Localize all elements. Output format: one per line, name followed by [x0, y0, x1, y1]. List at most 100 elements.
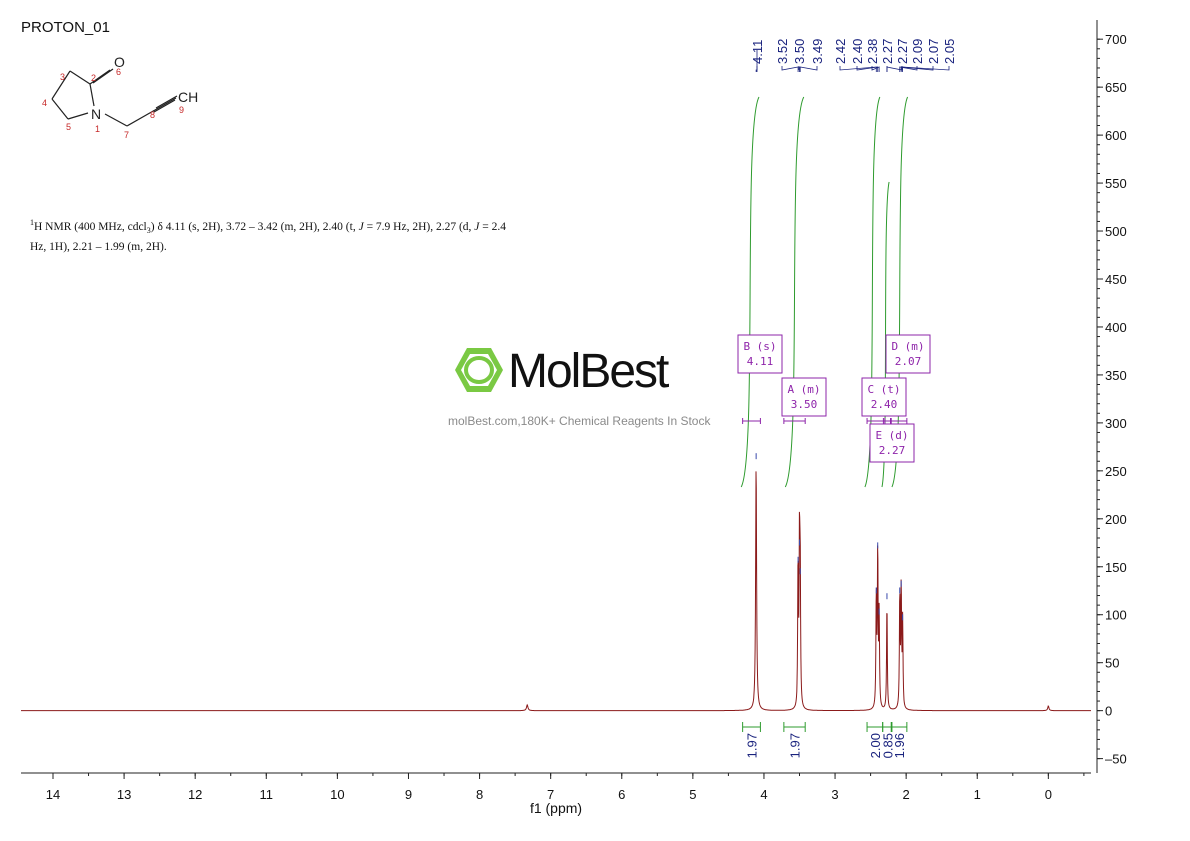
multiplet-box-3 — [885, 334, 931, 374]
peak-label-6: 2.38 — [865, 39, 880, 64]
multiplet-box-4 — [869, 423, 915, 463]
x-axis-title: f1 (ppm) — [530, 800, 582, 816]
watermark-brand: MolBest — [508, 345, 669, 398]
multiplet-box-0 — [737, 334, 783, 374]
x-tick-label: 5 — [689, 787, 696, 802]
integral-curve-0 — [740, 96, 760, 488]
nmr-subscript: 3 — [146, 226, 151, 236]
atom-number-9: 9 — [179, 105, 184, 115]
x-tick-label: 13 — [117, 787, 131, 802]
peak-connector — [856, 66, 879, 72]
spectrum-title: PROTON_01 — [21, 19, 110, 36]
multiplet-shift-4: 2.27 — [879, 444, 906, 457]
peak-label-11: 2.05 — [942, 39, 957, 64]
y-tick-label: 350 — [1105, 368, 1127, 383]
y-tick-label: 700 — [1105, 32, 1127, 47]
atom-number-1: 1 — [95, 124, 100, 134]
peak-label-3: 3.49 — [810, 39, 825, 64]
integration-value-4: 1.96 — [892, 733, 907, 758]
molbest-logo-icon — [455, 348, 503, 392]
y-tick-label: 100 — [1105, 608, 1127, 623]
peak-label-5: 2.40 — [850, 39, 865, 64]
y-tick-label: 150 — [1105, 560, 1127, 575]
multiplet-letter-1: A (m) — [787, 383, 820, 396]
y-tick-label: 200 — [1105, 512, 1127, 527]
x-tick-label: 1 — [974, 787, 981, 802]
atom-number-3: 3 — [60, 72, 65, 82]
x-tick-label: 10 — [330, 787, 344, 802]
multiplet-box-2 — [861, 377, 907, 417]
x-tick-label: 2 — [903, 787, 910, 802]
atom-oxygen: O — [114, 54, 125, 70]
watermark-tagline: molBest.com,180K+ Chemical Reagents In S… — [448, 414, 711, 428]
peak-label-2: 3.50 — [792, 39, 807, 64]
multiplet-shift-1: 3.50 — [791, 398, 818, 411]
nmr-j2: J — [474, 220, 480, 233]
peak-connector — [839, 66, 877, 72]
chemical-structure: O N CH 1 2 3 4 5 6 7 8 9 — [42, 54, 198, 138]
x-tick-label: 14 — [46, 787, 60, 802]
y-tick-label: –50 — [1105, 752, 1127, 767]
multiplet-shift-0: 4.11 — [747, 355, 774, 368]
multiplet-letter-0: B (s) — [743, 340, 776, 353]
atom-nitrogen: N — [91, 106, 101, 122]
nmr-line1b: ) δ 4.11 (s, 2H), 3.72 – 3.42 (m, 2H), 2… — [150, 220, 359, 233]
atom-ch: CH — [178, 89, 198, 105]
x-tick-label: 4 — [760, 787, 767, 802]
atom-number-7: 7 — [124, 130, 129, 138]
peak-label-9: 2.09 — [910, 39, 925, 64]
y-tick-label: 600 — [1105, 128, 1127, 143]
nmr-line1d: = 2.4 — [479, 220, 507, 233]
multiplet-letter-4: E (d) — [875, 429, 908, 442]
peak-connector — [902, 66, 950, 72]
nmr-line2: Hz, 1H), 2.21 – 1.99 (m, 2H). — [30, 241, 167, 254]
x-tick-label: 3 — [831, 787, 838, 802]
nmr-superscript: 1 — [30, 218, 34, 227]
atom-number-2: 2 — [91, 73, 96, 83]
nmr-j1: J — [358, 220, 364, 233]
x-tick-label: 8 — [476, 787, 483, 802]
peak-connector — [900, 66, 934, 72]
peak-label-0: 4.11 — [750, 40, 765, 64]
y-tick-label: 650 — [1105, 80, 1127, 95]
peak-label-1: 3.52 — [775, 39, 790, 64]
x-tick-label: 11 — [260, 787, 274, 802]
multiplet-shift-3: 2.07 — [895, 355, 922, 368]
y-tick-label: 0 — [1105, 704, 1112, 719]
x-tick-label: 6 — [618, 787, 625, 802]
multiplet-letter-2: C (t) — [867, 383, 900, 396]
y-tick-label: 500 — [1105, 224, 1127, 239]
integral-curve-2 — [864, 96, 881, 488]
spectrum-line — [21, 471, 1091, 712]
atom-number-6: 6 — [116, 67, 121, 77]
peak-connector — [781, 66, 799, 72]
peak-connector — [799, 66, 818, 72]
multiplet-box-1 — [781, 377, 827, 417]
multiplet-shift-2: 2.40 — [871, 398, 898, 411]
x-tick-label: 0 — [1045, 787, 1052, 802]
y-tick-label: 450 — [1105, 272, 1127, 287]
atom-number-8: 8 — [150, 110, 155, 120]
y-tick-label: 250 — [1105, 464, 1127, 479]
y-tick-label: 550 — [1105, 176, 1127, 191]
peak-label-10: 2.07 — [926, 39, 941, 64]
peak-connector — [871, 66, 880, 72]
atom-number-5: 5 — [66, 122, 71, 132]
integration-value-0: 1.97 — [745, 733, 760, 758]
atom-number-4: 4 — [42, 98, 47, 108]
y-tick-label: 300 — [1105, 416, 1127, 431]
y-tick-label: 50 — [1105, 656, 1119, 671]
peak-connector — [798, 66, 800, 72]
nmr-line1c: = 7.9 Hz, 2H), 2.27 (d, — [363, 220, 475, 233]
peak-label-8: 2.27 — [895, 39, 910, 64]
integration-value-2: 2.00 — [868, 733, 883, 758]
multiplet-letter-3: D (m) — [891, 340, 924, 353]
integration-value-3: 0.85 — [880, 733, 895, 758]
integral-curve-1 — [784, 96, 805, 488]
peak-label-7: 2.27 — [880, 39, 895, 64]
x-tick-label: 7 — [547, 787, 554, 802]
x-tick-label: 9 — [405, 787, 412, 802]
y-tick-label: 400 — [1105, 320, 1127, 335]
nmr-line1: H NMR (400 MHz, cdcl — [34, 220, 147, 233]
